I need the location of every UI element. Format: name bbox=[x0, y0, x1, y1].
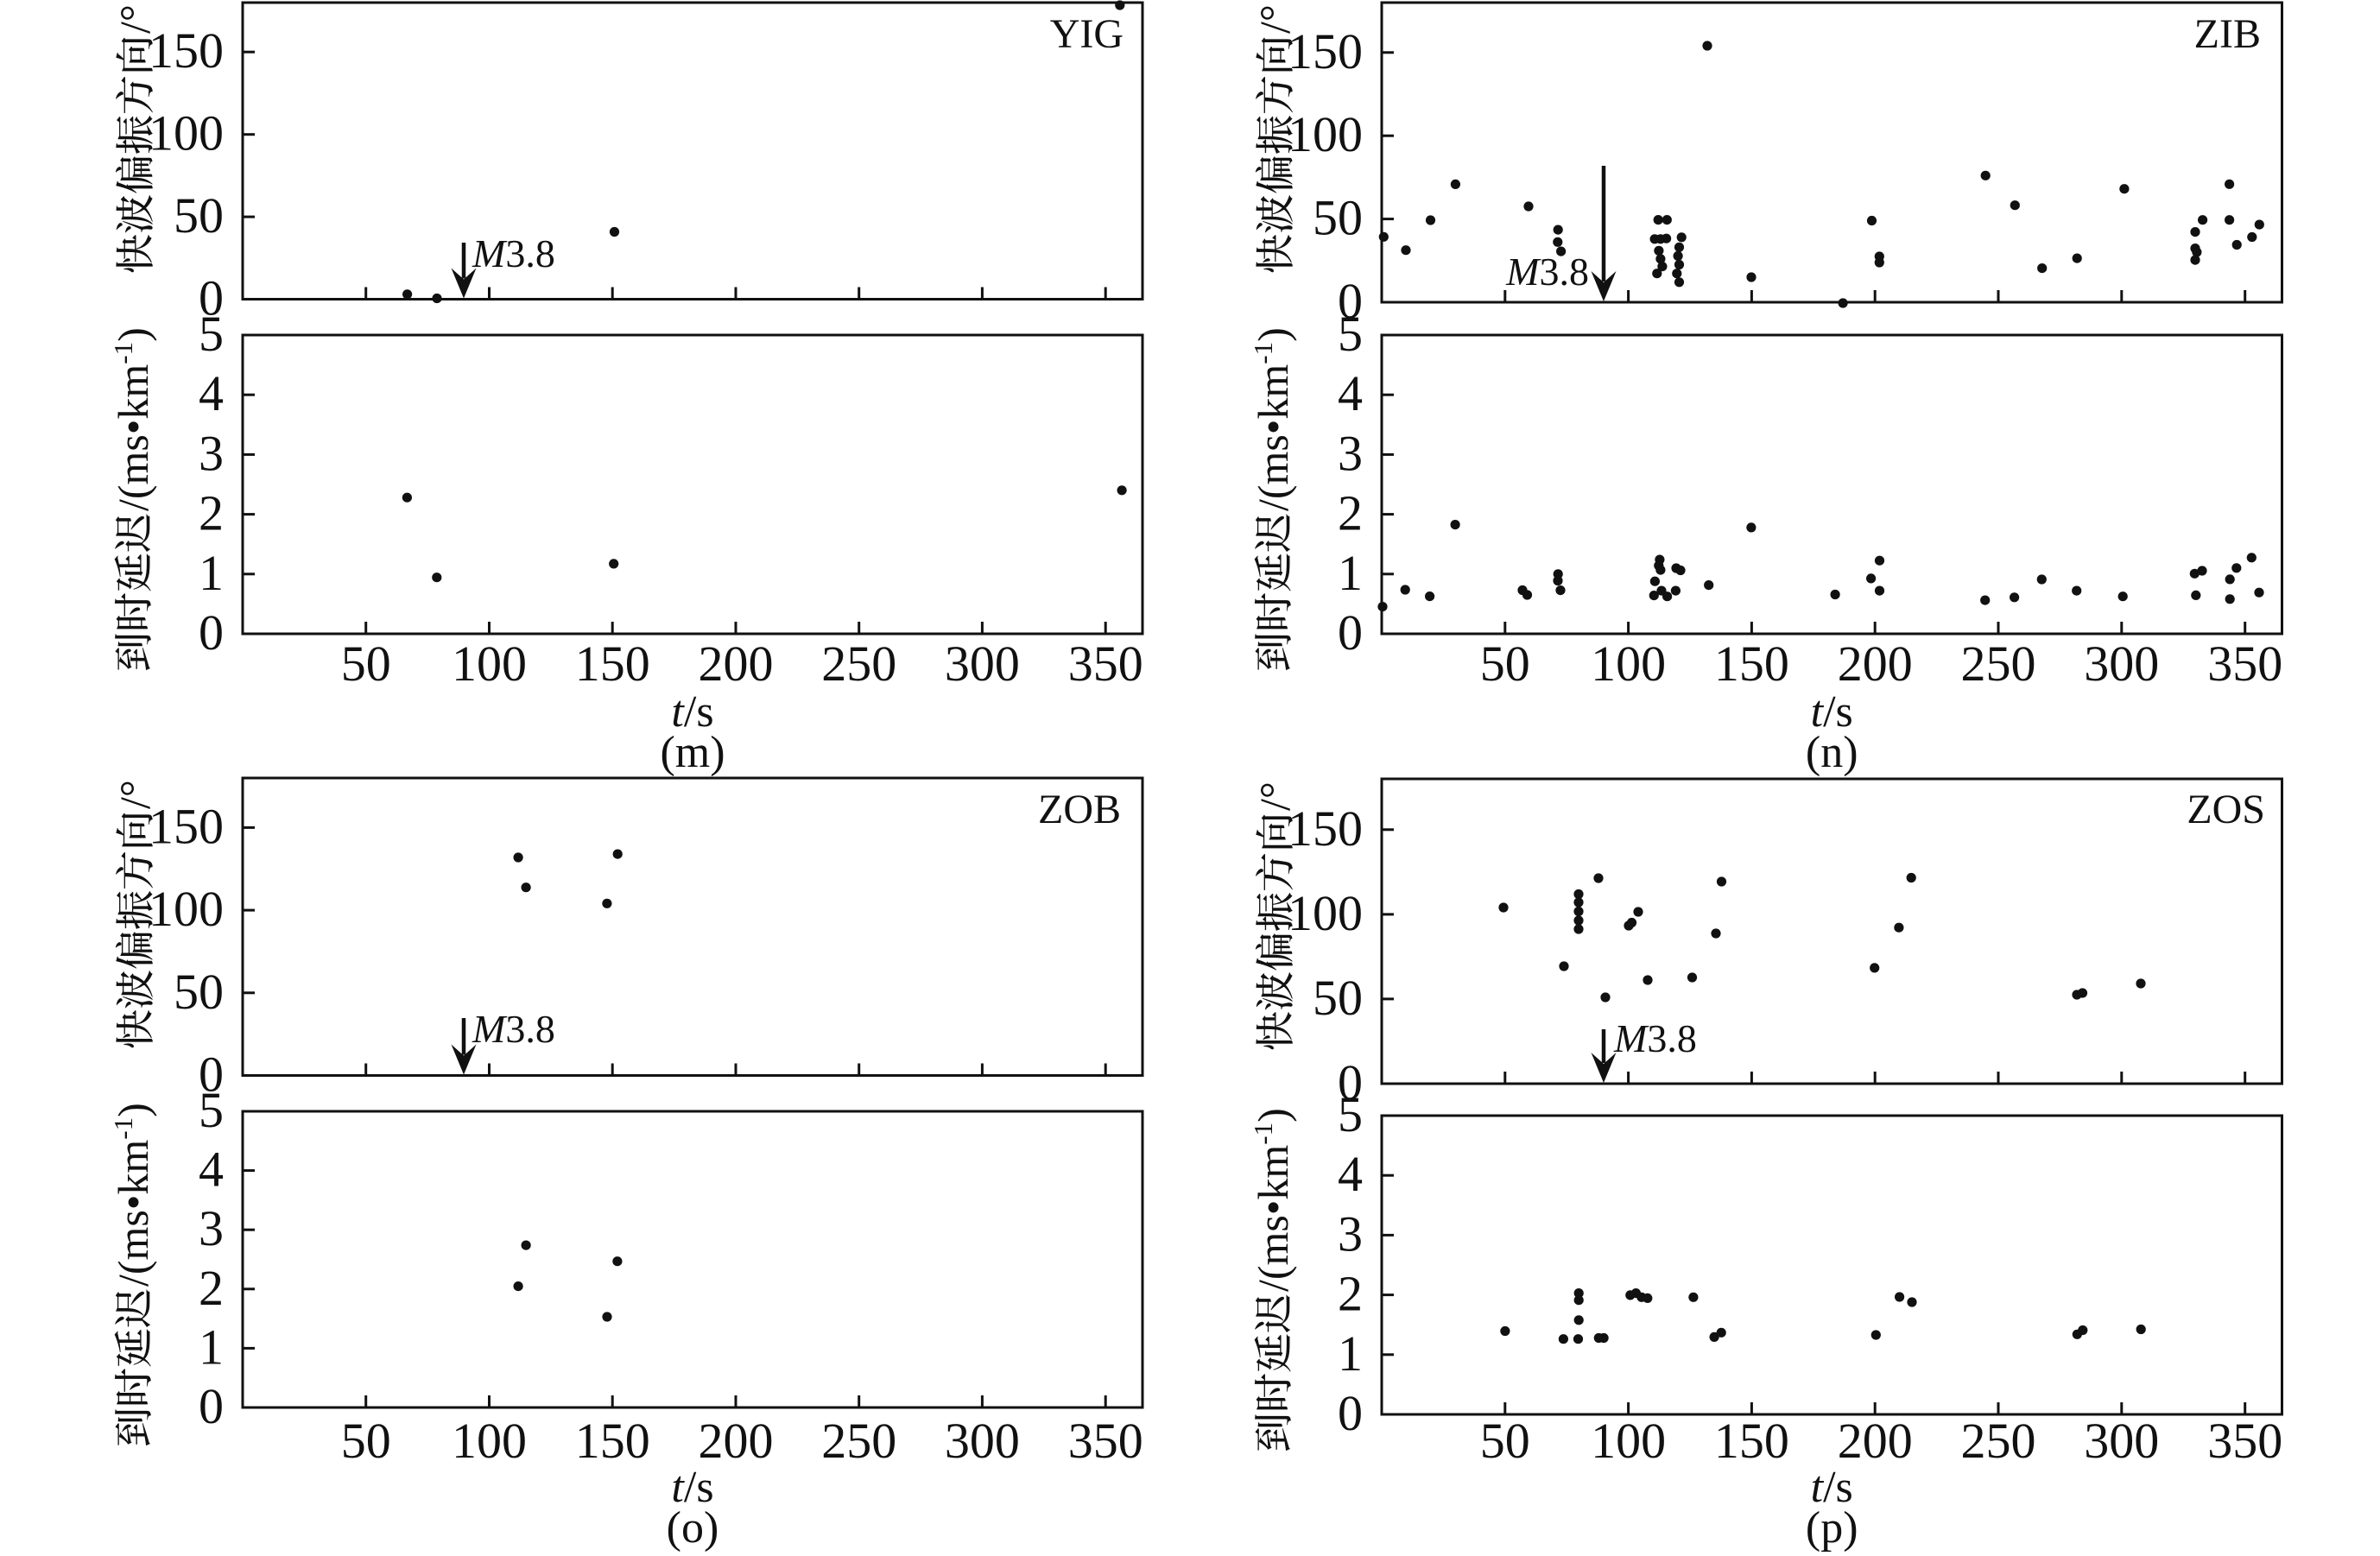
svg-text:2: 2 bbox=[199, 485, 224, 541]
svg-text:100: 100 bbox=[1591, 636, 1666, 692]
svg-text:150: 150 bbox=[1288, 23, 1363, 79]
svg-text:5: 5 bbox=[1338, 1086, 1363, 1142]
svg-text:4: 4 bbox=[1338, 365, 1363, 421]
svg-text:5: 5 bbox=[199, 306, 224, 362]
svg-text:150: 150 bbox=[1714, 1413, 1789, 1469]
svg-text:2: 2 bbox=[199, 1260, 224, 1316]
svg-text:200: 200 bbox=[1838, 1413, 1913, 1469]
svg-text:3: 3 bbox=[199, 1200, 224, 1256]
svg-text:4: 4 bbox=[1338, 1146, 1363, 1202]
svg-text:150: 150 bbox=[149, 798, 224, 854]
svg-text:200: 200 bbox=[699, 636, 774, 692]
svg-text:/°: /° bbox=[1250, 781, 1299, 811]
svg-text:ZOS: ZOS bbox=[2187, 787, 2265, 832]
svg-text:300: 300 bbox=[945, 1413, 1020, 1469]
svg-text:50: 50 bbox=[1480, 636, 1530, 692]
svg-text:(o): (o) bbox=[667, 1503, 719, 1553]
svg-text:300: 300 bbox=[2084, 1413, 2159, 1469]
svg-text:t/s: t/s bbox=[1811, 687, 1853, 737]
svg-text:3: 3 bbox=[199, 425, 224, 481]
svg-text:/(ms•km-1): /(ms•km-1) bbox=[108, 1103, 157, 1287]
svg-text:3: 3 bbox=[1338, 425, 1363, 481]
svg-text:0: 0 bbox=[1338, 1385, 1363, 1441]
svg-text:250: 250 bbox=[1961, 636, 2036, 692]
svg-text:4: 4 bbox=[199, 365, 224, 421]
svg-text:YIG: YIG bbox=[1050, 11, 1124, 57]
svg-text:M3.8: M3.8 bbox=[472, 1007, 555, 1051]
svg-text:150: 150 bbox=[149, 22, 224, 79]
svg-text:150: 150 bbox=[575, 636, 650, 692]
svg-text:(p): (p) bbox=[1806, 1503, 1858, 1553]
svg-text:/°: /° bbox=[111, 780, 159, 809]
svg-text:5: 5 bbox=[199, 1082, 224, 1138]
svg-text:150: 150 bbox=[1714, 636, 1789, 692]
svg-text:0: 0 bbox=[199, 1378, 224, 1434]
svg-text:0: 0 bbox=[1338, 1054, 1363, 1110]
svg-text:100: 100 bbox=[149, 881, 224, 937]
svg-text:50: 50 bbox=[1313, 190, 1363, 246]
svg-text:ZIB: ZIB bbox=[2194, 11, 2261, 57]
svg-text:2: 2 bbox=[1338, 485, 1363, 541]
svg-text:50: 50 bbox=[1480, 1413, 1530, 1469]
svg-text:1: 1 bbox=[1338, 1325, 1363, 1382]
svg-text:t/s: t/s bbox=[671, 687, 713, 737]
svg-text:M3.8: M3.8 bbox=[1613, 1016, 1697, 1060]
svg-text:350: 350 bbox=[1068, 636, 1143, 692]
svg-text:200: 200 bbox=[699, 1413, 774, 1469]
svg-text:0: 0 bbox=[199, 604, 224, 661]
svg-text:250: 250 bbox=[1961, 1413, 2036, 1469]
svg-text:ZOB: ZOB bbox=[1038, 787, 1121, 832]
svg-text:150: 150 bbox=[575, 1413, 650, 1469]
svg-text:0: 0 bbox=[199, 270, 224, 326]
svg-text:t/s: t/s bbox=[1811, 1463, 1853, 1512]
svg-text:300: 300 bbox=[945, 636, 1020, 692]
svg-text:100: 100 bbox=[1591, 1413, 1666, 1469]
svg-text:50: 50 bbox=[341, 636, 391, 692]
svg-text:350: 350 bbox=[1068, 1413, 1143, 1469]
svg-text:50: 50 bbox=[1313, 970, 1363, 1026]
svg-text:250: 250 bbox=[821, 636, 896, 692]
svg-text:3: 3 bbox=[1338, 1205, 1363, 1262]
svg-text:/°: /° bbox=[111, 4, 159, 34]
svg-text:150: 150 bbox=[1288, 800, 1363, 857]
svg-text:4: 4 bbox=[199, 1142, 224, 1198]
svg-text:/°: /° bbox=[1250, 4, 1299, 34]
svg-text:(n): (n) bbox=[1806, 728, 1858, 777]
svg-text:1: 1 bbox=[1338, 545, 1363, 601]
svg-text:100: 100 bbox=[452, 1413, 527, 1469]
svg-text:100: 100 bbox=[1288, 885, 1363, 941]
svg-text:1: 1 bbox=[199, 545, 224, 601]
svg-text:100: 100 bbox=[452, 636, 527, 692]
svg-text:350: 350 bbox=[2207, 636, 2282, 692]
svg-text:M3.8: M3.8 bbox=[1505, 250, 1589, 294]
svg-text:50: 50 bbox=[174, 964, 224, 1020]
svg-text:100: 100 bbox=[1288, 106, 1363, 162]
svg-text:1: 1 bbox=[199, 1319, 224, 1375]
svg-text:0: 0 bbox=[1338, 604, 1363, 661]
svg-text:300: 300 bbox=[2084, 636, 2159, 692]
svg-text:250: 250 bbox=[821, 1413, 896, 1469]
svg-text:200: 200 bbox=[1838, 636, 1913, 692]
svg-text:0: 0 bbox=[199, 1047, 224, 1103]
svg-text:2: 2 bbox=[1338, 1266, 1363, 1322]
svg-text:M3.8: M3.8 bbox=[472, 231, 555, 275]
svg-text:100: 100 bbox=[149, 105, 224, 161]
svg-text:50: 50 bbox=[341, 1413, 391, 1469]
svg-text:t/s: t/s bbox=[671, 1463, 713, 1512]
svg-text:350: 350 bbox=[2207, 1413, 2282, 1469]
svg-text:5: 5 bbox=[1338, 306, 1363, 362]
svg-text:0: 0 bbox=[1338, 273, 1363, 329]
svg-text:50: 50 bbox=[174, 187, 224, 244]
svg-text:(m): (m) bbox=[660, 728, 725, 777]
